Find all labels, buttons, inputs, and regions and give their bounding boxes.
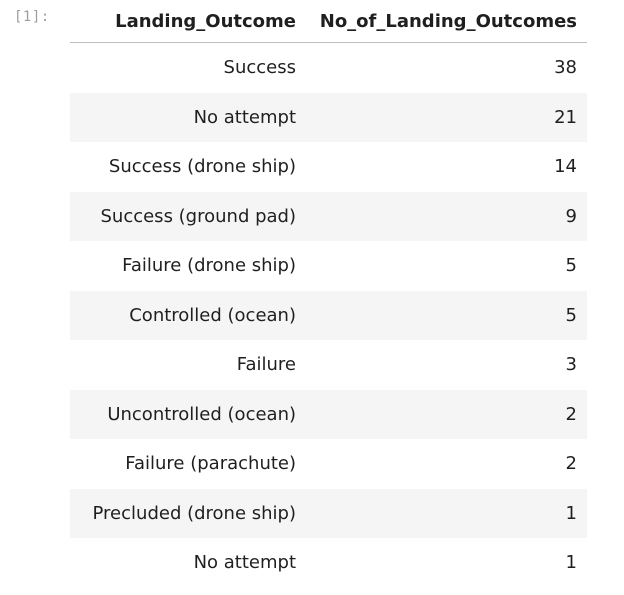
landing-count-cell: 3 <box>565 354 577 376</box>
column-header-no-of-landing-outcomes: No_of_Landing_Outcomes <box>306 0 587 43</box>
table-row: Precluded (drone ship) 1 <box>70 488 587 538</box>
landing-count-cell: 5 <box>565 304 577 326</box>
landing-outcome-cell: Failure (drone ship) <box>122 255 296 277</box>
table-header: Landing_Outcome No_of_Landing_Outcomes <box>70 0 587 43</box>
landing-outcome-cell: Precluded (drone ship) <box>92 502 296 524</box>
landing-outcome-cell: No attempt <box>193 106 296 128</box>
table-row: Success (drone ship) 14 <box>70 142 587 192</box>
landing-outcome-cell: Failure (parachute) <box>125 453 296 475</box>
dataframe-table: Landing_Outcome No_of_Landing_Outcomes S… <box>70 0 587 588</box>
landing-outcome-cell: Failure <box>236 354 296 376</box>
landing-count-cell: 2 <box>565 453 577 475</box>
landing-count-cell: 1 <box>565 502 577 524</box>
landing-count-cell: 1 <box>565 552 577 574</box>
table-row: Success (ground pad) 9 <box>70 191 587 241</box>
cell-prompt: [1]: <box>14 9 50 25</box>
table-row: No attempt 1 <box>70 538 587 588</box>
landing-outcome-cell: Success (drone ship) <box>108 156 296 178</box>
table-row: Uncontrolled (ocean) 2 <box>70 389 587 439</box>
landing-outcome-cell: Success (ground pad) <box>100 205 296 227</box>
column-header-landing-outcome: Landing_Outcome <box>70 0 306 43</box>
landing-outcome-cell: Controlled (ocean) <box>129 304 296 326</box>
landing-count-cell: 21 <box>554 106 577 128</box>
table-row: Failure 3 <box>70 340 587 390</box>
table-row: Failure (parachute) 2 <box>70 439 587 489</box>
table-row: Success 38 <box>70 43 587 93</box>
table-row: No attempt 21 <box>70 92 587 142</box>
landing-count-cell: 9 <box>565 205 577 227</box>
landing-count-cell: 2 <box>565 403 577 425</box>
table-row: Controlled (ocean) 5 <box>70 290 587 340</box>
table-body: Success 38 No attempt 21 Success (drone … <box>70 43 587 588</box>
table-row: Failure (drone ship) 5 <box>70 241 587 291</box>
dataframe-output: Landing_Outcome No_of_Landing_Outcomes S… <box>70 0 587 588</box>
landing-count-cell: 38 <box>554 57 577 79</box>
landing-count-cell: 5 <box>565 255 577 277</box>
landing-outcome-cell: Success <box>223 57 296 79</box>
landing-count-cell: 14 <box>554 156 577 178</box>
landing-outcome-cell: No attempt <box>193 552 296 574</box>
header-row: Landing_Outcome No_of_Landing_Outcomes <box>70 0 587 43</box>
landing-outcome-cell: Uncontrolled (ocean) <box>107 403 296 425</box>
